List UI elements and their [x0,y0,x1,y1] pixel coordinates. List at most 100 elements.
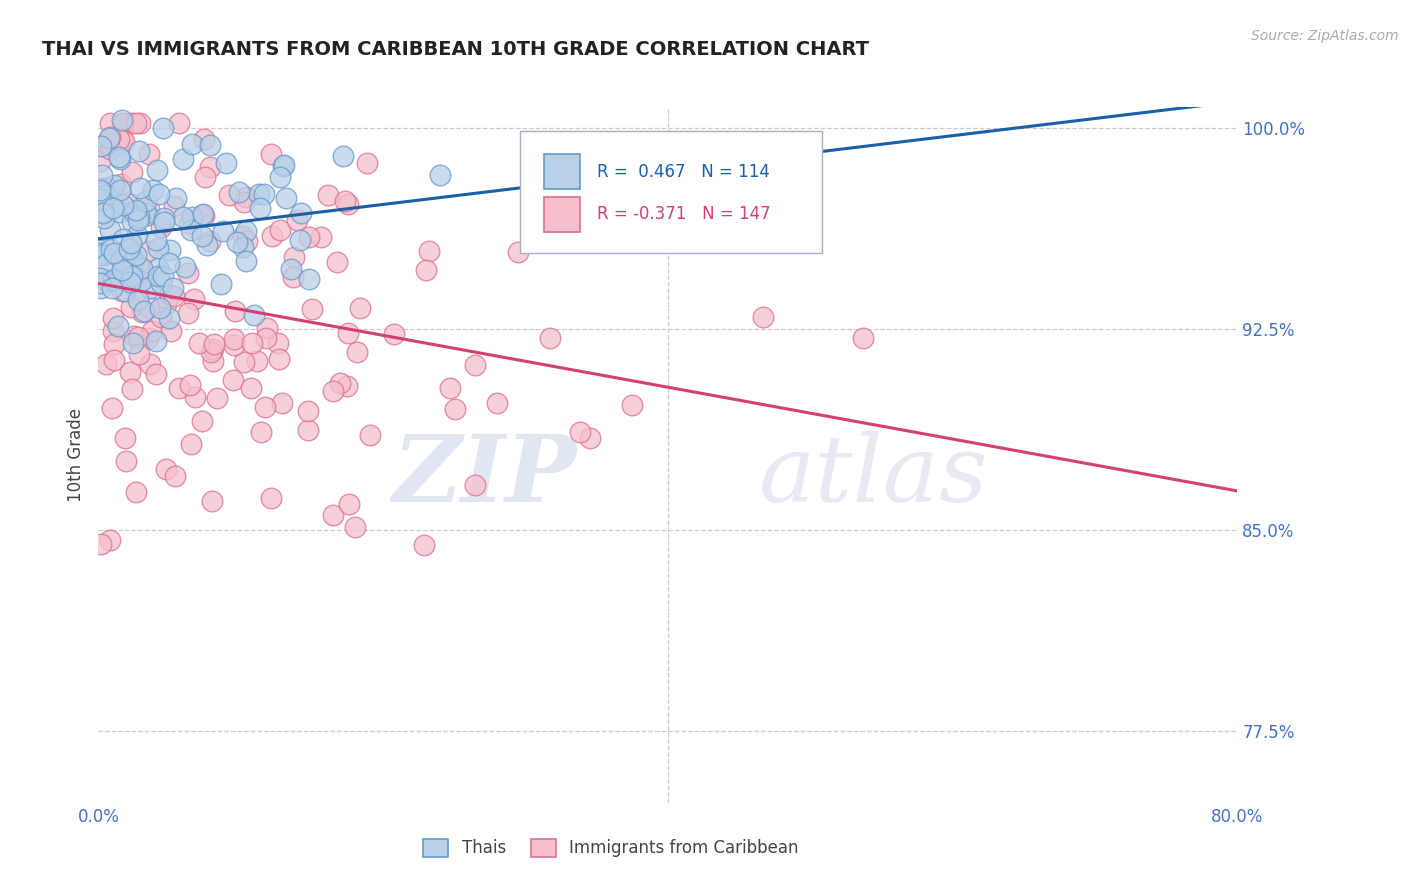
Point [269,223,291,237]
Point [122,253,145,268]
Point [121,165,143,179]
Point [146,260,169,275]
Point [224,304,246,318]
Point [236,235,259,249]
Point [120,365,142,379]
Point [127,293,149,307]
Point [163,289,186,303]
Point [180,223,202,237]
Point [98,223,121,237]
Point [121,215,143,229]
Point [149,310,172,325]
Point [145,367,167,381]
Point [159,288,181,302]
Point [111,285,134,299]
Text: Source: ZipAtlas.com: Source: ZipAtlas.com [1251,29,1399,43]
Point [169,116,191,130]
Point [349,301,371,316]
Point [146,162,169,177]
FancyBboxPatch shape [520,131,821,253]
Point [193,209,215,223]
Point [103,352,125,367]
Point [439,381,461,395]
Point [328,376,350,390]
Point [98,130,121,145]
Point [160,324,183,338]
Point [253,400,276,414]
Point [117,264,139,278]
Point [114,432,136,446]
Point [621,398,644,412]
Point [309,229,332,244]
Legend: Thais, Immigrants from Caribbean: Thais, Immigrants from Caribbean [416,832,806,864]
Point [506,244,529,259]
Point [246,354,269,368]
Point [224,333,246,347]
Point [94,357,117,371]
Point [269,170,291,185]
Point [120,300,142,314]
Point [90,281,112,295]
Point [101,201,124,215]
Point [274,191,297,205]
Point [89,247,111,261]
Point [444,402,467,417]
Point [98,533,121,547]
Point [198,138,221,153]
Point [91,204,114,219]
Point [298,230,321,244]
Point [128,144,150,158]
Point [136,244,159,259]
Point [200,235,222,249]
Point [212,224,235,238]
Point [273,159,295,173]
Point [122,329,145,343]
Point [254,331,277,345]
Point [235,224,257,238]
Point [226,235,249,250]
Point [200,345,222,359]
Point [180,437,202,451]
Text: atlas: atlas [759,431,988,521]
Point [139,281,162,295]
Point [242,335,264,350]
Point [270,395,292,409]
Point [485,396,508,410]
Point [89,246,111,260]
Point [326,255,349,269]
Point [165,191,187,205]
Point [145,233,167,247]
Point [114,284,136,298]
Point [281,270,304,285]
Point [256,321,278,335]
Point [120,249,142,263]
Point [101,401,124,415]
Point [90,185,112,199]
Point [125,485,148,500]
Point [569,425,592,439]
Point [266,336,288,351]
Point [538,331,561,345]
Point [179,378,201,392]
Point [201,342,224,356]
Point [98,116,121,130]
Point [201,494,224,508]
Point [240,381,263,395]
Point [273,159,295,173]
Point [322,508,344,523]
Point [135,194,157,208]
Point [606,221,628,235]
Point [173,260,195,274]
Point [89,154,111,169]
Point [129,180,152,194]
Point [253,186,276,201]
Point [128,347,150,361]
Point [190,228,212,243]
Point [112,116,135,130]
Point [120,236,142,251]
Point [125,228,148,243]
Point [128,116,150,130]
Point [195,237,218,252]
Point [356,156,378,170]
Point [382,326,405,341]
